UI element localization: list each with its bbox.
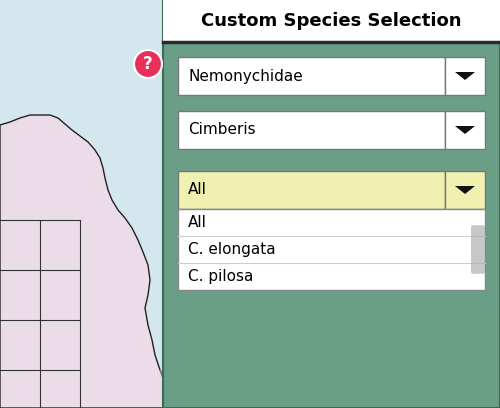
FancyBboxPatch shape (178, 171, 445, 209)
Polygon shape (455, 126, 475, 134)
Text: Nemonychidae: Nemonychidae (188, 69, 303, 84)
FancyBboxPatch shape (163, 0, 500, 42)
FancyBboxPatch shape (445, 111, 485, 149)
Polygon shape (455, 72, 475, 80)
FancyBboxPatch shape (178, 209, 485, 290)
Text: Custom Species Selection: Custom Species Selection (201, 12, 462, 30)
FancyBboxPatch shape (471, 225, 485, 274)
Text: ?: ? (143, 55, 153, 73)
Text: Cimberis: Cimberis (188, 122, 256, 137)
FancyBboxPatch shape (163, 0, 500, 408)
Text: All: All (188, 215, 207, 230)
Text: All: All (188, 182, 207, 197)
FancyBboxPatch shape (445, 171, 485, 209)
Text: C. pilosa: C. pilosa (188, 269, 254, 284)
Polygon shape (455, 186, 475, 194)
Circle shape (134, 50, 162, 78)
Text: C. elongata: C. elongata (188, 242, 276, 257)
Polygon shape (0, 115, 170, 408)
FancyBboxPatch shape (445, 57, 485, 95)
FancyBboxPatch shape (178, 57, 445, 95)
FancyBboxPatch shape (178, 111, 445, 149)
